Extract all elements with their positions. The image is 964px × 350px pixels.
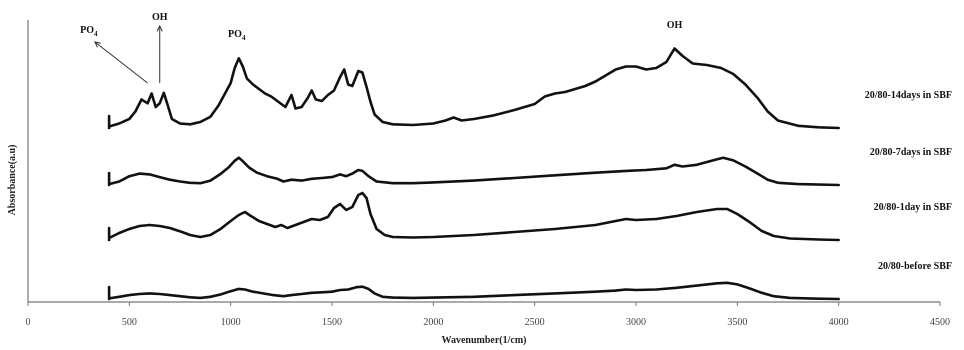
- x-tick-label: 1000: [221, 317, 241, 328]
- series-label: 20/80-1day in SBF: [874, 202, 952, 213]
- y-axis-title: Absorbance(a.u): [7, 145, 18, 216]
- x-tick-label: 4000: [829, 317, 849, 328]
- x-tick-label: 4500: [930, 317, 950, 328]
- peak-annotations: PO4 OH PO4 OH: [80, 12, 683, 84]
- series-line: [107, 47, 840, 130]
- x-tick-label: 1500: [322, 317, 342, 328]
- arrow-head: [94, 41, 101, 48]
- peak-arrow: [94, 41, 148, 84]
- series-label: 20/80-14days in SBF: [865, 90, 952, 101]
- peak-label: OH: [667, 20, 683, 31]
- series-line: [107, 281, 840, 301]
- x-tick-label: 3000: [626, 317, 646, 328]
- x-tick-label: 500: [122, 317, 137, 328]
- x-tick-label: 2500: [525, 317, 545, 328]
- x-axis-ticks: 0 500 1000 1500 2000 2500 3000 3500 4000 4500: [26, 302, 950, 328]
- series-line: [107, 191, 840, 242]
- peak-label: PO4: [80, 25, 98, 38]
- arrow-head: [156, 24, 163, 32]
- x-tick-label: 0: [26, 317, 31, 328]
- series-label: 20/80-7days in SBF: [870, 147, 952, 158]
- series-line: [107, 156, 840, 187]
- peak-label: OH: [152, 12, 168, 23]
- series-group: 20/80-14days in SBF 20/80-7days in SBF 20/…: [107, 47, 952, 301]
- x-tick-label: 3500: [727, 317, 747, 328]
- peak-label: PO4: [228, 29, 246, 42]
- x-tick-label: 2000: [423, 317, 443, 328]
- x-axis-title: Wavenumber(1/cm): [442, 335, 527, 346]
- series-label: 20/80-before SBF: [878, 261, 952, 272]
